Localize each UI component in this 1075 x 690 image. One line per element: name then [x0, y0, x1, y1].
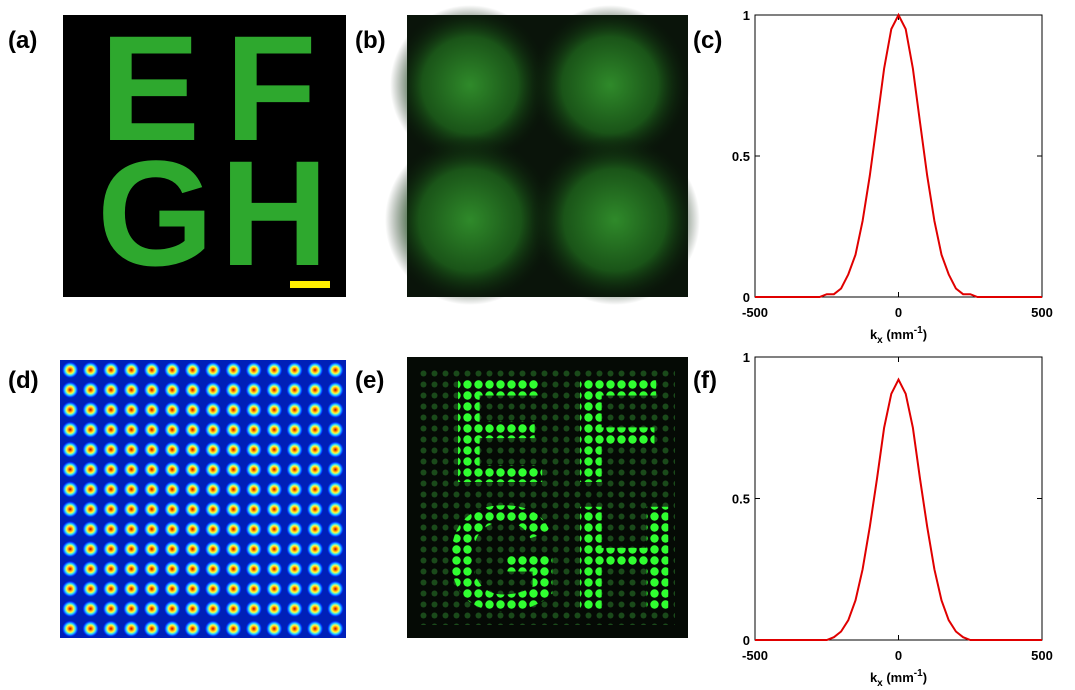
panel-label: (e) [355, 367, 384, 394]
x-tick-label: 0 [895, 648, 902, 663]
x-tick-label: -500 [742, 648, 768, 663]
panel-label: (c) [693, 27, 722, 54]
x-axis-label: kx (mm-1) [870, 325, 927, 346]
x-label-part: ) [923, 327, 927, 342]
scale-bar [290, 281, 330, 288]
figure: (a) (b) (c) (d) (e) (f) E F G H E F G H … [0, 0, 1075, 690]
letter: H [220, 129, 328, 297]
x-label-part: ) [923, 670, 927, 685]
letter: H [570, 474, 678, 642]
panel-label: (a) [8, 27, 37, 54]
y-tick-label: 0.5 [732, 492, 750, 507]
data-line [755, 15, 1042, 297]
x-label-part: (mm [883, 327, 914, 342]
x-tick-label: -500 [742, 305, 768, 320]
y-tick-label: 0 [743, 290, 750, 305]
y-tick-label: 1 [743, 8, 750, 23]
plot-frame [755, 357, 1042, 640]
panel-label: (f) [693, 367, 717, 394]
y-tick-label: 0 [743, 633, 750, 648]
image-d [60, 360, 346, 638]
y-tick-label: 0.5 [732, 149, 750, 164]
x-tick-label: 500 [1031, 648, 1053, 663]
data-line [755, 380, 1042, 640]
panel-label: (d) [8, 367, 39, 394]
x-tick-label: 500 [1031, 305, 1053, 320]
letter: G [97, 129, 214, 297]
x-tick-label: 0 [895, 305, 902, 320]
x-axis-label: kx (mm-1) [870, 668, 927, 689]
letter: G [445, 474, 562, 642]
plot-frame [755, 15, 1042, 297]
panel-label: (b) [355, 27, 386, 54]
y-tick-label: 1 [743, 350, 750, 365]
x-label-part: (mm [883, 670, 914, 685]
